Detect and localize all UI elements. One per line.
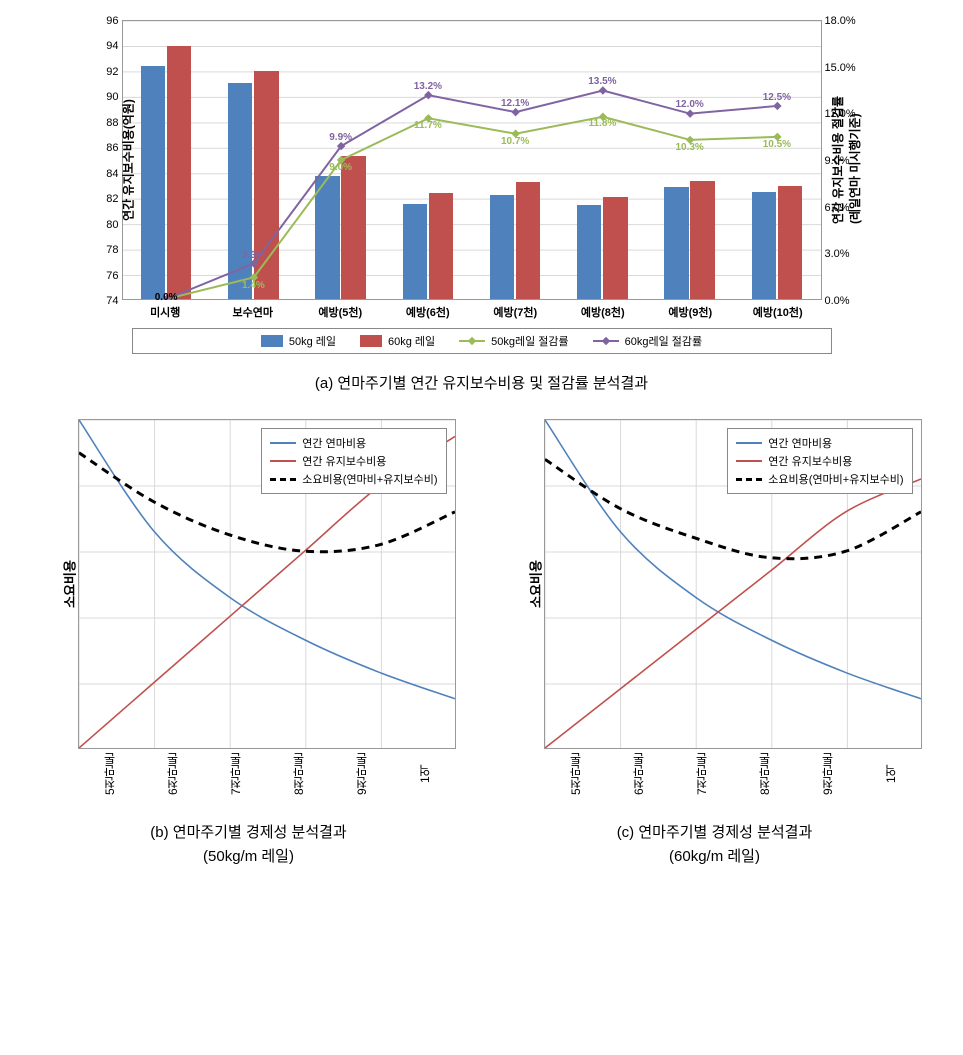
data-label: 10.5% xyxy=(763,139,791,150)
caption-b-line1: (b) 연마주기별 경제성 분석결과 xyxy=(34,821,464,845)
legend-swatch xyxy=(736,442,762,444)
data-label: 13.2% xyxy=(414,81,442,92)
data-label: 13.5% xyxy=(588,76,616,87)
caption-c-line1: (c) 연마주기별 경제성 분석결과 xyxy=(500,821,930,845)
legend-swatch-line1 xyxy=(459,335,485,347)
legend-label: 60kg레일 절감률 xyxy=(625,333,703,349)
legend-swatch xyxy=(736,460,762,462)
chart-b-x-labels: 5천만톤6천만톤7천만톤8천만톤9천만톤1억 xyxy=(78,749,456,805)
chart-a-plot: 연간 유지보수비용(억원) 연간 유지보수비용 절감률(레일연마 미시행기준) … xyxy=(122,20,822,300)
chart-c-plot: 소요비용 연간 연마비용 연간 유지보수비용 소요비용(연마비+유지보수비) xyxy=(544,419,922,749)
chart-b-container: 소요비용 연간 연마비용 연간 유지보수비용 소요비용(연마비+유지보수비) xyxy=(34,419,464,869)
data-label: 2.3% xyxy=(242,250,265,261)
data-label: 12.5% xyxy=(763,92,791,103)
caption-c-line2: (60kg/m 레일) xyxy=(500,845,930,869)
caption-b: (b) 연마주기별 경제성 분석결과 (50kg/m 레일) xyxy=(34,821,464,869)
chart-a-data-labels: 0.0%1.4%9.0%11.7%10.7%11.8%10.3%10.5%0.0… xyxy=(123,21,821,299)
legend-item-line2: 60kg레일 절감률 xyxy=(593,333,703,349)
data-label: 9.9% xyxy=(329,132,352,143)
legend-label: 연간 유지보수비용 xyxy=(302,453,386,469)
data-label: 0.0% xyxy=(155,292,178,303)
legend-item-grinding: 연간 연마비용 xyxy=(736,435,903,451)
legend-label: 연간 연마비용 xyxy=(768,435,832,451)
legend-swatch xyxy=(270,478,296,481)
legend-label: 연간 유지보수비용 xyxy=(768,453,852,469)
legend-swatch-line2 xyxy=(593,335,619,347)
chart-b-y-title: 소요비용 xyxy=(59,560,78,608)
chart-c-container: 소요비용 연간 연마비용 연간 유지보수비용 소요비용(연마비+유지보수비) xyxy=(500,419,930,869)
legend-label: 50kg 레일 xyxy=(289,333,336,349)
chart-a-container: 연간 유지보수비용(억원) 연간 유지보수비용 절감률(레일연마 미시행기준) … xyxy=(52,20,912,354)
caption-a: (a) 연마주기별 연간 유지보수비용 및 절감률 분석결과 xyxy=(20,372,943,393)
data-label: 11.8% xyxy=(588,118,616,129)
legend-label: 50kg레일 절감률 xyxy=(491,333,569,349)
data-label: 10.3% xyxy=(675,142,703,153)
caption-b-line2: (50kg/m 레일) xyxy=(34,845,464,869)
chart-c-x-labels: 5천만톤6천만톤7천만톤8천만톤9천만톤1억 xyxy=(544,749,922,805)
legend-swatch xyxy=(270,460,296,462)
data-label: 12.1% xyxy=(501,98,529,109)
legend-item-grinding: 연간 연마비용 xyxy=(270,435,437,451)
legend-swatch-bar2 xyxy=(360,335,382,347)
caption-c: (c) 연마주기별 경제성 분석결과 (60kg/m 레일) xyxy=(500,821,930,869)
legend-item-bar1: 50kg 레일 xyxy=(261,333,336,349)
legend-label: 소요비용(연마비+유지보수비) xyxy=(768,471,903,487)
legend-label: 소요비용(연마비+유지보수비) xyxy=(302,471,437,487)
chart-c-y-title: 소요비용 xyxy=(525,560,544,608)
chart-b-plot: 소요비용 연간 연마비용 연간 유지보수비용 소요비용(연마비+유지보수비) xyxy=(78,419,456,749)
legend-item-total: 소요비용(연마비+유지보수비) xyxy=(270,471,437,487)
legend-item-bar2: 60kg 레일 xyxy=(360,333,435,349)
data-label: 12.0% xyxy=(675,99,703,110)
chart-c-legend: 연간 연마비용 연간 유지보수비용 소요비용(연마비+유지보수비) xyxy=(727,428,912,494)
legend-swatch-bar1 xyxy=(261,335,283,347)
data-label: 10.7% xyxy=(501,136,529,147)
legend-swatch xyxy=(270,442,296,444)
data-label: 1.4% xyxy=(242,280,265,291)
data-label: 9.0% xyxy=(329,162,352,173)
data-label: 11.7% xyxy=(414,120,442,131)
legend-item-total: 소요비용(연마비+유지보수비) xyxy=(736,471,903,487)
legend-label: 연간 연마비용 xyxy=(302,435,366,451)
legend-swatch xyxy=(736,478,762,481)
legend-item-line1: 50kg레일 절감률 xyxy=(459,333,569,349)
chart-b-legend: 연간 연마비용 연간 유지보수비용 소요비용(연마비+유지보수비) xyxy=(261,428,446,494)
chart-a-legend: 50kg 레일 60kg 레일 50kg레일 절감률 60kg레일 절감률 xyxy=(132,328,832,354)
legend-item-maint: 연간 유지보수비용 xyxy=(270,453,437,469)
legend-item-maint: 연간 유지보수비용 xyxy=(736,453,903,469)
legend-label: 60kg 레일 xyxy=(388,333,435,349)
